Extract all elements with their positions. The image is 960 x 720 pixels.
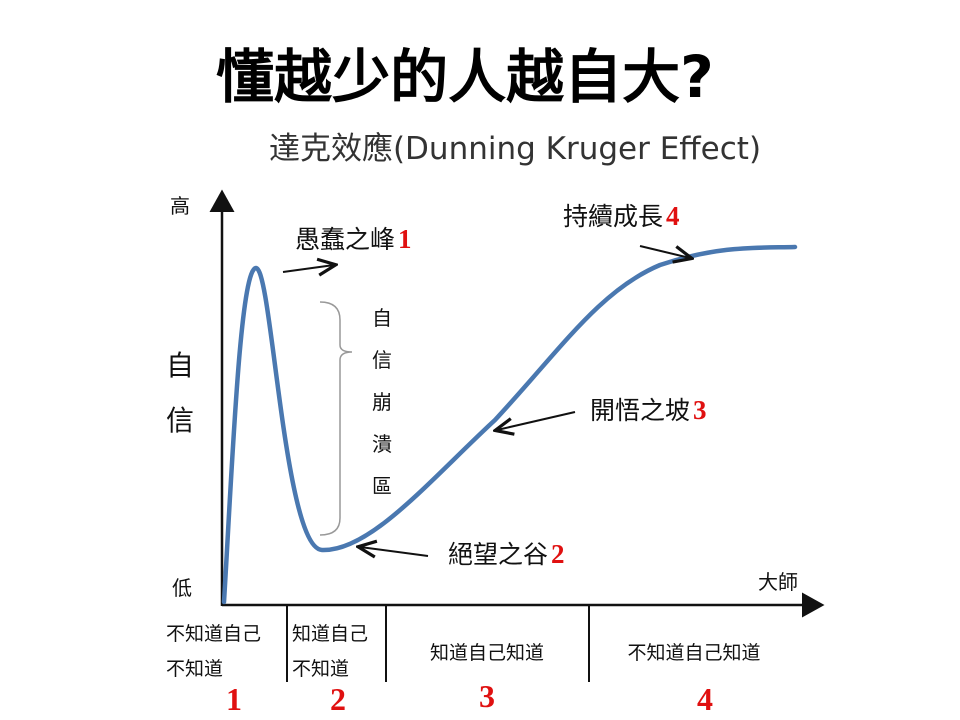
valley-annotation: 絕望之谷 2 xyxy=(448,539,565,569)
subtitle: 達克效應(Dunning Kruger Effect) xyxy=(269,131,761,167)
stage-3-label: 知道自己知道 xyxy=(430,642,544,664)
collapse-zone-bracket xyxy=(319,301,353,536)
y-axis-title-2: 信 xyxy=(166,404,194,437)
y-axis-low-label: 低 xyxy=(172,576,192,600)
y-axis-title-1: 自 xyxy=(166,349,194,382)
stage-2-line-2: 不知道 xyxy=(292,658,349,680)
page-title: 懂越少的人越自大? xyxy=(216,43,714,111)
stage-2-number: 2 xyxy=(330,681,346,717)
stage-1-line-1: 不知道自己 xyxy=(166,623,261,645)
x-axis-end-label: 大師 xyxy=(758,570,798,594)
plateau-arrow xyxy=(639,245,690,258)
stage-1-number: 1 xyxy=(226,681,242,717)
y-axis-high-label: 高 xyxy=(170,194,190,218)
plateau-number: 4 xyxy=(666,201,680,231)
plateau-annotation: 持續成長 4 xyxy=(563,201,680,231)
valley-arrow xyxy=(360,547,429,556)
collapse-zone-char: 區 xyxy=(372,474,392,498)
peak-annotation: 愚蠢之峰 1 xyxy=(295,224,412,254)
collapse-zone-char: 信 xyxy=(372,348,392,372)
plateau-label: 持續成長 xyxy=(563,202,663,231)
confidence-curve xyxy=(221,244,798,605)
stage-4-label: 不知道自己知道 xyxy=(627,642,760,664)
peak-arrow xyxy=(282,265,334,272)
peak-label: 愚蠢之峰 xyxy=(295,225,395,254)
stage-1-line-2: 不知道 xyxy=(166,658,223,680)
peak-number: 1 xyxy=(398,224,412,254)
stage-4-number: 4 xyxy=(697,681,713,717)
collapse-zone-char: 崩 xyxy=(372,390,392,414)
slope-label: 開悟之坡 xyxy=(590,396,690,425)
stage-2-line-1: 知道自己 xyxy=(292,623,368,645)
collapse-zone-char: 潰 xyxy=(372,432,392,456)
slope-annotation: 開悟之坡 3 xyxy=(590,395,707,425)
valley-label: 絕望之谷 xyxy=(448,540,548,569)
valley-number: 2 xyxy=(551,539,565,569)
slope-arrow xyxy=(497,411,576,430)
slope-number: 3 xyxy=(693,395,707,425)
stage-3-number: 3 xyxy=(479,678,495,714)
collapse-zone-char: 自 xyxy=(372,306,392,330)
